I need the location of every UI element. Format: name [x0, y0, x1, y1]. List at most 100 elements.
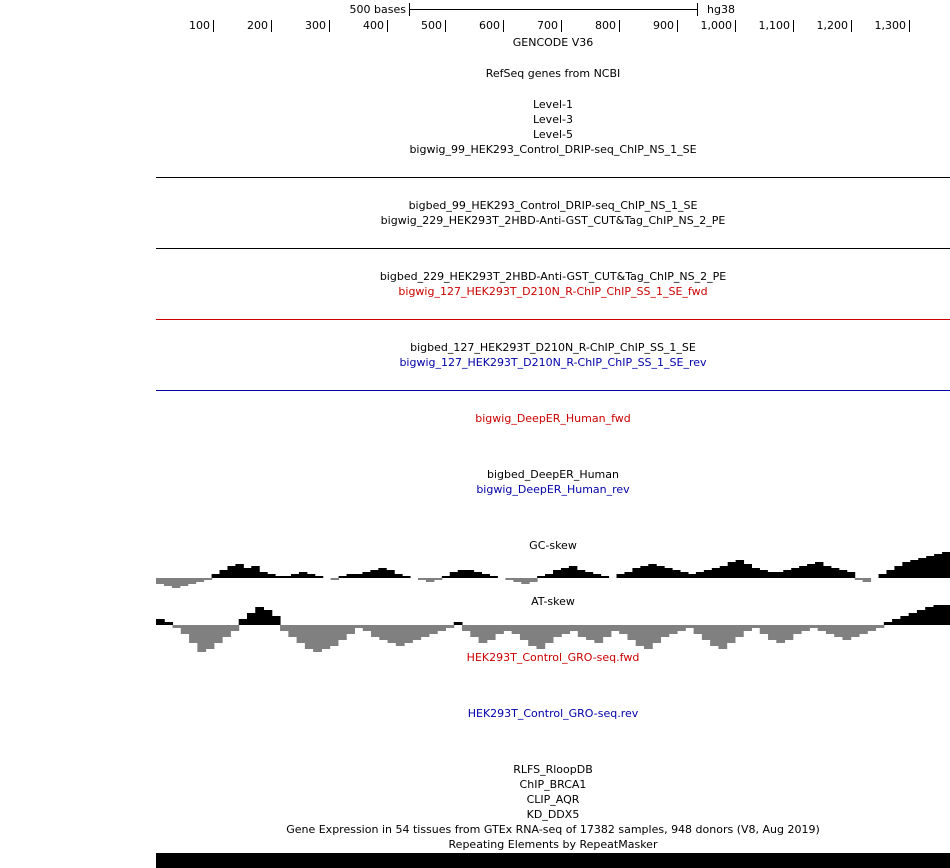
- at-skew-bar: [577, 625, 587, 637]
- track-label-bigbed-229[interactable]: bigbed_229_HEK293T_2HBD-Anti-GST_CUT&Tag…: [379, 270, 727, 283]
- at-skew-bar: [941, 605, 950, 625]
- gc-skew-bar: [703, 570, 713, 578]
- at-skew-bar: [445, 625, 455, 628]
- gc-skew-bar: [537, 576, 546, 578]
- ruler-tick-label: 1,300: [874, 19, 907, 32]
- gc-skew-bar: [354, 574, 363, 578]
- gc-skew-bar: [902, 562, 911, 578]
- gc-skew-bar: [394, 574, 403, 578]
- track-label-deeper-rev[interactable]: bigwig_DeepER_Human_rev: [476, 483, 630, 496]
- track-label-level1[interactable]: Level-1: [532, 98, 573, 111]
- at-skew-bar: [470, 625, 480, 637]
- at-skew-bar: [776, 625, 786, 643]
- ruler-tick-label: 400: [363, 19, 384, 32]
- at-skew-bar: [925, 607, 934, 625]
- at-skew-bar: [900, 616, 910, 625]
- gc-skew-bar: [743, 564, 752, 578]
- gc-skew-bar: [600, 576, 610, 578]
- track-baseline-bigwig-127-rev: [156, 390, 950, 391]
- gc-skew-bar: [775, 572, 784, 578]
- track-label-at-skew[interactable]: AT-skew: [531, 595, 575, 608]
- at-skew-bar: [586, 625, 595, 640]
- gc-skew-bar: [481, 574, 490, 578]
- at-skew-bar: [230, 625, 240, 631]
- at-skew-bar: [801, 625, 810, 631]
- at-skew-bar: [404, 625, 413, 643]
- at-skew-bar: [743, 625, 752, 631]
- track-label-level3[interactable]: Level-3: [532, 113, 573, 126]
- ruler-tick: [329, 20, 330, 32]
- gc-skew-bar: [886, 570, 895, 578]
- track-label-gro-rev[interactable]: HEK293T_Control_GRO-seq.rev: [467, 707, 639, 720]
- track-label-gencode[interactable]: GENCODE V36: [512, 36, 594, 49]
- at-skew-bar: [553, 625, 562, 637]
- gc-skew-bar: [163, 578, 173, 586]
- gc-skew-bar: [822, 566, 832, 578]
- at-skew-bar: [495, 625, 504, 634]
- track-label-deeper-fwd[interactable]: bigwig_DeepER_Human_fwd: [475, 412, 631, 425]
- gc-skew-bar: [672, 570, 681, 578]
- track-label-bigbed-127[interactable]: bigbed_127_HEK293T_D210N_R-ChIP_ChIP_SS_…: [410, 341, 696, 354]
- track-label-gtex[interactable]: Gene Expression in 54 tissues from GTEx …: [286, 823, 820, 836]
- gc-skew-bar: [505, 578, 514, 580]
- ruler-tick: [387, 20, 388, 32]
- at-skew-bar: [246, 613, 256, 625]
- track-label-deeper-bed[interactable]: bigbed_DeepER_Human: [486, 468, 619, 481]
- at-skew-bar: [685, 625, 695, 628]
- at-skew-graph[interactable]: [156, 605, 950, 655]
- track-label-bigwig-127-fwd[interactable]: bigwig_127_HEK293T_D210N_R-ChIP_ChIP_SS_…: [398, 285, 708, 298]
- ruler-tick: [793, 20, 794, 32]
- assembly-label: hg38: [707, 3, 735, 16]
- gc-skew-bar: [521, 578, 530, 584]
- at-skew-bar: [412, 625, 422, 640]
- at-skew-bar: [304, 625, 314, 649]
- ruler-tick-label: 700: [537, 19, 558, 32]
- at-skew-bar: [643, 625, 653, 649]
- gc-skew-bar: [465, 570, 475, 578]
- at-skew-bar: [677, 625, 686, 631]
- track-label-rlfs[interactable]: RLFS_RloopDB: [513, 763, 593, 776]
- at-skew-bar: [511, 625, 521, 634]
- track-label-gro-fwd[interactable]: HEK293T_Control_GRO-seq.fwd: [466, 651, 640, 664]
- at-skew-bar: [387, 625, 397, 643]
- gc-skew-bar: [283, 576, 292, 578]
- gc-skew-bar: [457, 570, 467, 578]
- gc-skew-bar: [259, 572, 268, 578]
- gc-skew-bar: [219, 570, 228, 578]
- gc-skew-bar: [807, 564, 816, 578]
- track-label-repeatmasker[interactable]: Repeating Elements by RepeatMasker: [448, 838, 658, 851]
- gc-skew-bar: [576, 570, 586, 578]
- gc-skew-graph[interactable]: [156, 552, 950, 592]
- track-label-bigwig-99[interactable]: bigwig_99_HEK293_Control_DRIP-seq_ChIP_N…: [409, 143, 697, 156]
- track-label-bigwig-229[interactable]: bigwig_229_HEK293T_2HBD-Anti-GST_CUT&Tag…: [380, 214, 726, 227]
- at-skew-bar: [329, 625, 339, 646]
- track-label-refseq[interactable]: RefSeq genes from NCBI: [485, 67, 621, 80]
- repeatmasker-track-bar[interactable]: [156, 853, 950, 868]
- gc-skew-bar: [418, 578, 427, 580]
- at-skew-bar: [825, 625, 835, 634]
- at-skew-bar: [189, 625, 198, 643]
- gc-skew-bar: [227, 566, 236, 578]
- gc-skew-bar: [346, 574, 355, 578]
- track-label-kd-ddx5[interactable]: KD_DDX5: [526, 808, 580, 821]
- at-skew-bar: [809, 625, 819, 628]
- at-skew-bar: [635, 625, 645, 646]
- gc-skew-bar: [449, 572, 459, 578]
- at-skew-bar: [892, 619, 901, 625]
- gc-skew-bar: [759, 570, 768, 578]
- at-skew-bar: [726, 625, 736, 643]
- ruler-tick-label: 1,200: [816, 19, 849, 32]
- gc-skew-bar: [203, 578, 213, 580]
- track-label-bigwig-127-rev[interactable]: bigwig_127_HEK293T_D210N_R-ChIP_ChIP_SS_…: [399, 356, 707, 369]
- gc-skew-bar: [830, 568, 840, 578]
- gc-skew-bar: [584, 572, 594, 578]
- track-label-chip-brca1[interactable]: ChIP_BRCA1: [519, 778, 587, 791]
- track-label-bigbed-99[interactable]: bigbed_99_HEK293_Control_DRIP-seq_ChIP_N…: [408, 199, 698, 212]
- at-skew-bar: [792, 625, 802, 634]
- track-label-clip-aqr[interactable]: CLIP_AQR: [526, 793, 580, 806]
- at-skew-bar: [519, 625, 529, 640]
- gc-skew-bar: [306, 574, 316, 578]
- gc-skew-bar: [910, 560, 919, 578]
- track-label-level5[interactable]: Level-5: [532, 128, 573, 141]
- track-label-gc-skew[interactable]: GC-skew: [529, 539, 577, 552]
